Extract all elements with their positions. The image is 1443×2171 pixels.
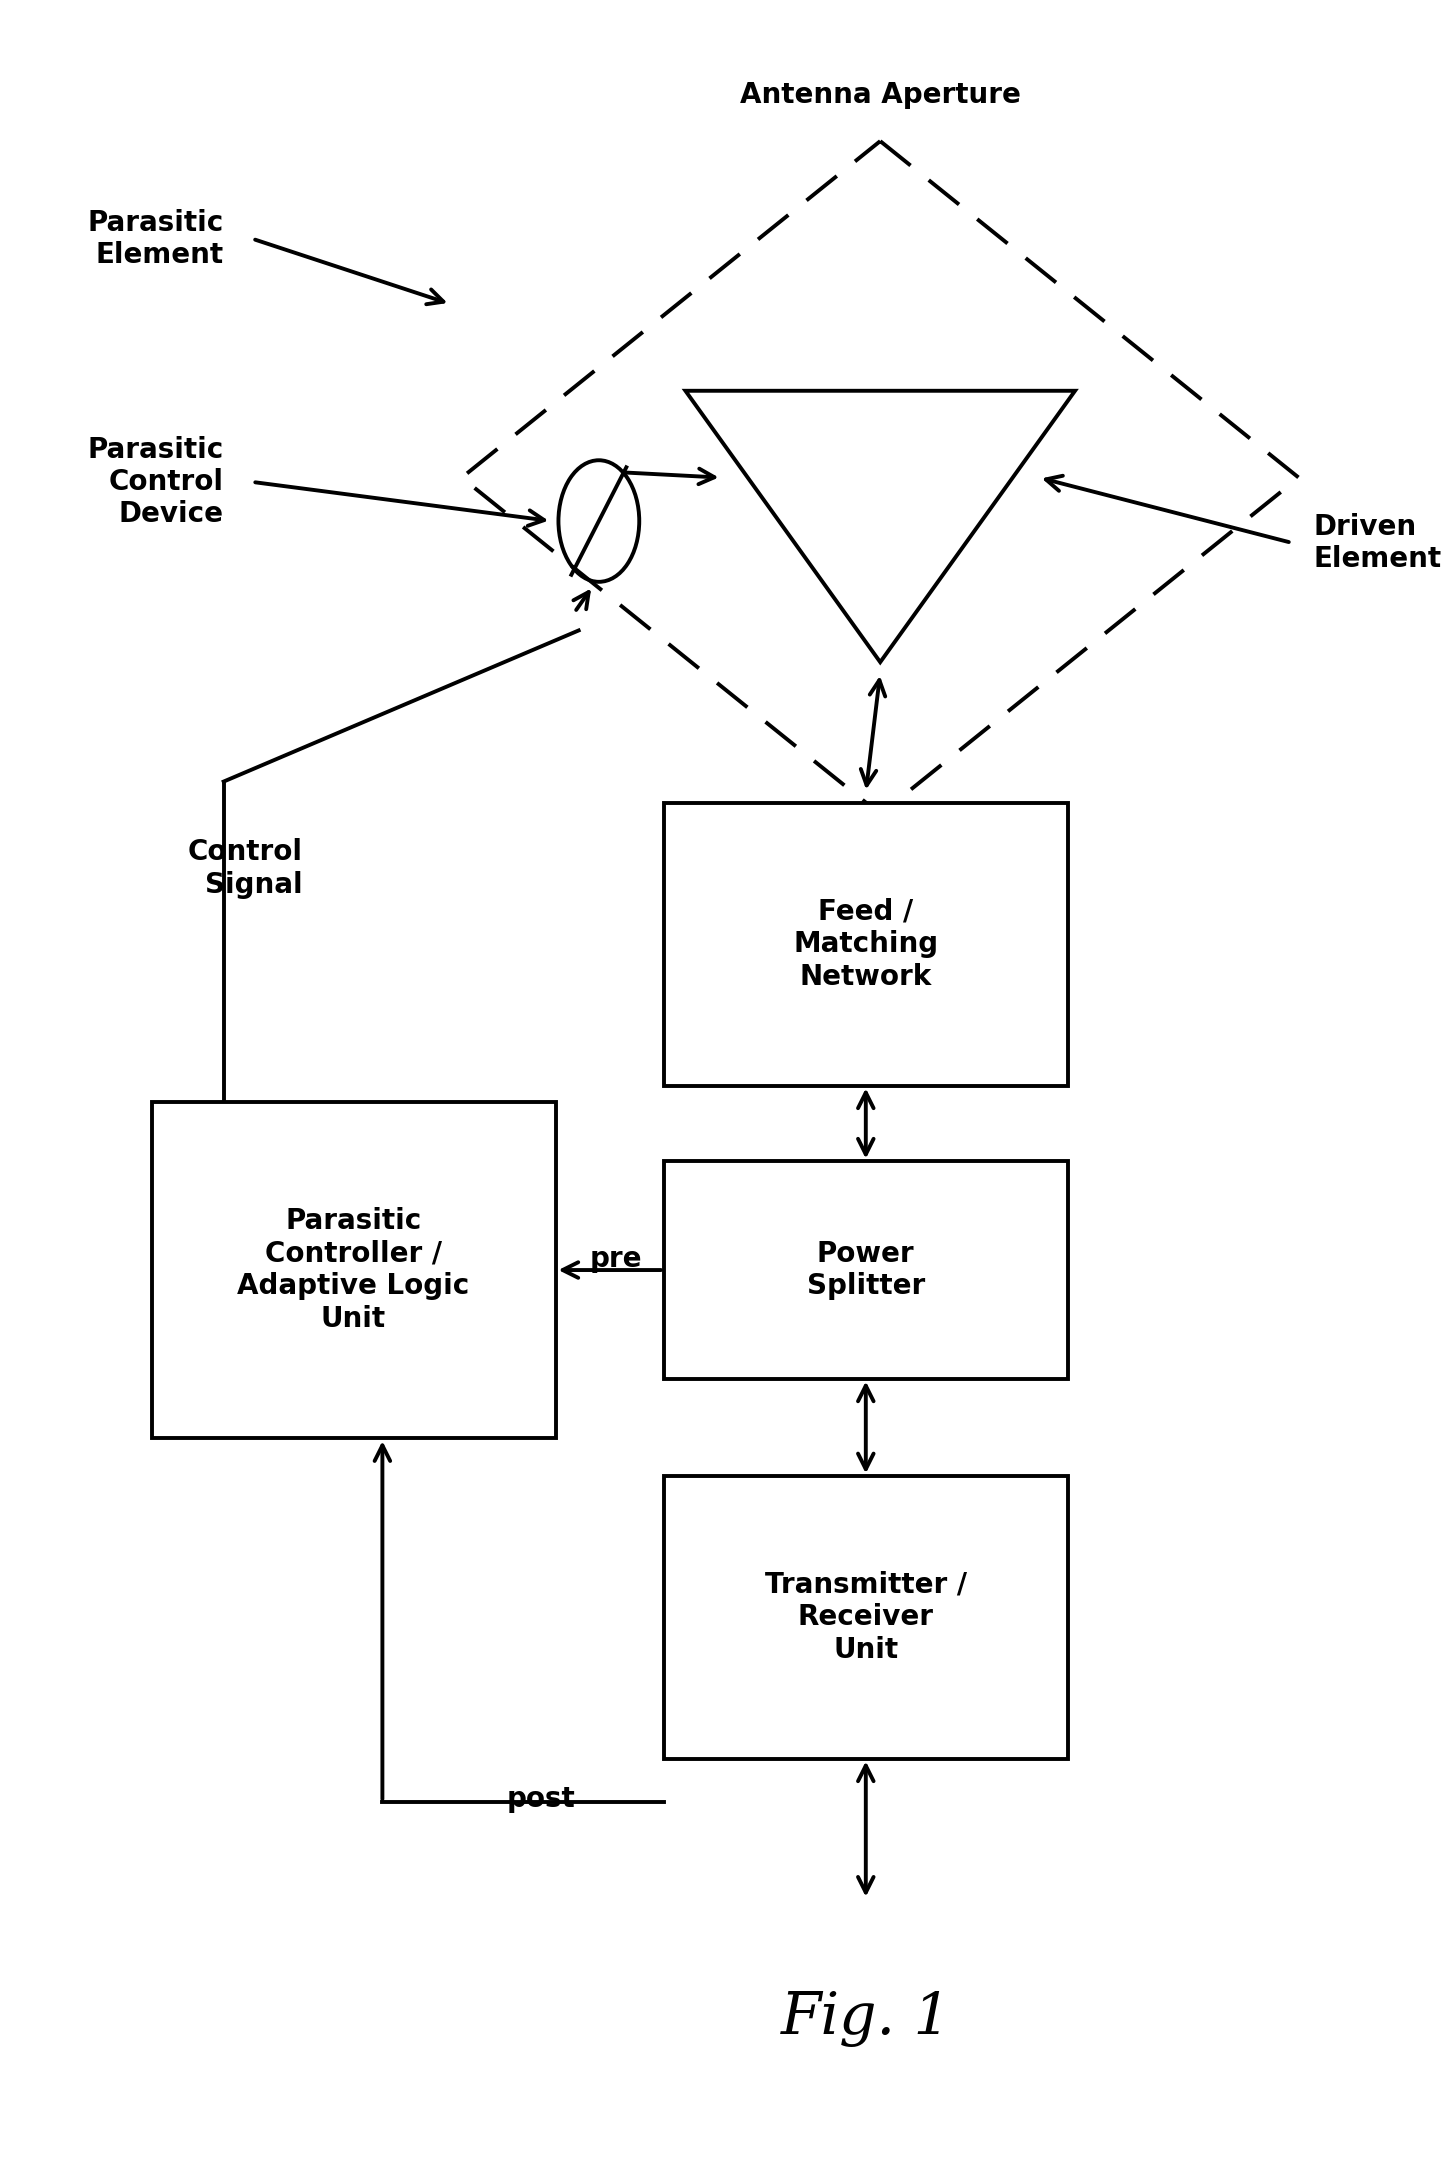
Text: Parasitic
Control
Device: Parasitic Control Device <box>88 436 224 528</box>
Text: Parasitic
Controller /
Adaptive Logic
Unit: Parasitic Controller / Adaptive Logic Un… <box>238 1207 469 1333</box>
FancyBboxPatch shape <box>664 1476 1068 1759</box>
Text: Driven
Element: Driven Element <box>1313 512 1442 573</box>
Text: Fig. 1: Fig. 1 <box>781 1991 951 2047</box>
Text: Parasitic
Element: Parasitic Element <box>88 208 224 269</box>
FancyBboxPatch shape <box>152 1103 556 1437</box>
FancyBboxPatch shape <box>664 1161 1068 1379</box>
Text: pre: pre <box>590 1246 642 1272</box>
FancyBboxPatch shape <box>664 803 1068 1086</box>
Text: Power
Splitter: Power Splitter <box>807 1240 925 1300</box>
Polygon shape <box>685 391 1075 662</box>
Text: Transmitter /
Receiver
Unit: Transmitter / Receiver Unit <box>765 1572 967 1663</box>
Text: Feed /
Matching
Network: Feed / Matching Network <box>794 899 938 990</box>
Text: Control
Signal: Control Signal <box>188 838 303 899</box>
Text: Antenna Aperture: Antenna Aperture <box>740 80 1020 109</box>
Text: post: post <box>506 1785 576 1813</box>
